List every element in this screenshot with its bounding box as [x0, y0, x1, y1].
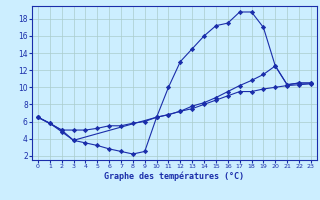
X-axis label: Graphe des températures (°C): Graphe des températures (°C): [104, 172, 244, 181]
